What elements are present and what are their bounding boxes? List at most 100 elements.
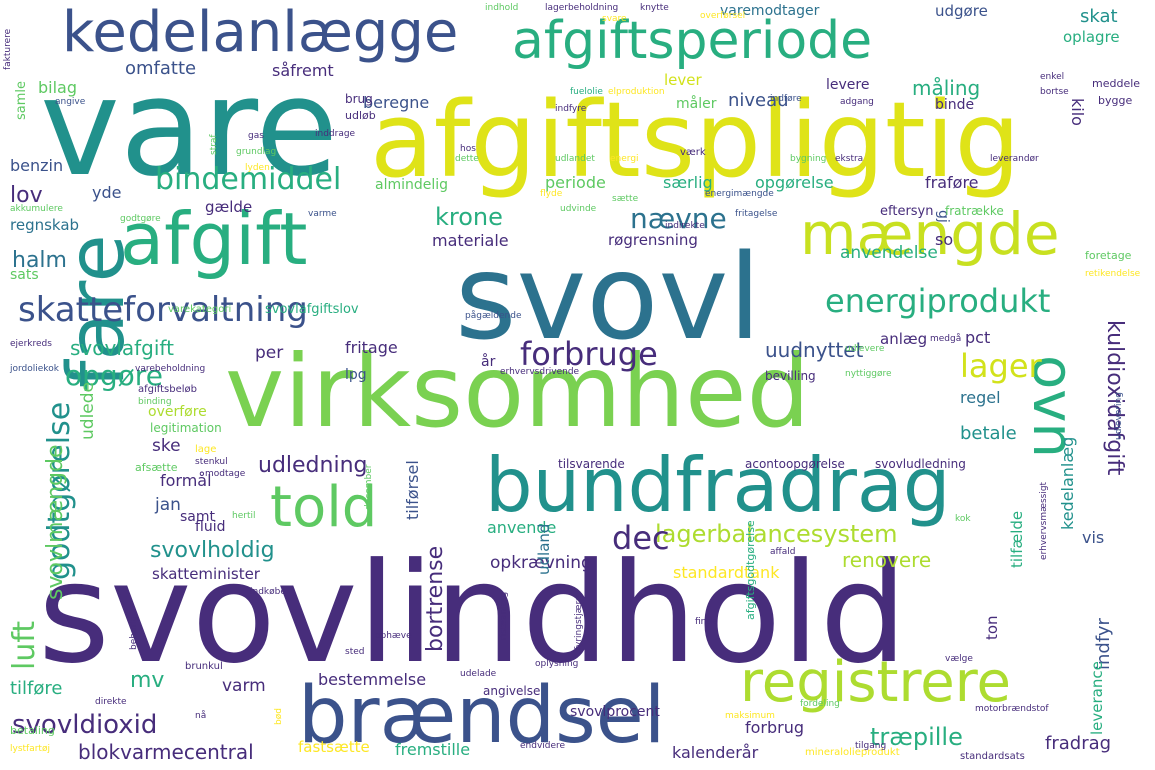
cloud-word: bortrense (423, 545, 448, 652)
cloud-word: fritagelse (735, 209, 778, 219)
cloud-word: udlandet (555, 154, 595, 164)
cloud-word: beregne (363, 93, 430, 112)
cloud-word: varemodtager (720, 3, 820, 19)
cloud-word: maksimum (725, 711, 775, 721)
cloud-word: ekstra (835, 154, 864, 164)
cloud-word: leverance (1088, 661, 1106, 735)
cloud-word: fyringstjære (574, 595, 584, 650)
cloud-word: fremstille (395, 740, 471, 759)
cloud-word: vis (1082, 528, 1105, 547)
cloud-word: adgang (840, 97, 874, 107)
cloud-word: samle (14, 80, 29, 120)
cloud-word: udgøre (935, 2, 988, 20)
cloud-word: svovlmængde (43, 444, 68, 600)
cloud-word: vare (40, 49, 339, 206)
cloud-word: direkte (95, 697, 127, 707)
cloud-word: udlevering (1114, 392, 1124, 440)
cloud-word: skat (1080, 6, 1118, 27)
cloud-word: tilgang (855, 741, 887, 751)
cloud-word: bød (274, 708, 284, 725)
cloud-word: fritage (345, 338, 398, 357)
cloud-word: eftersyn (880, 204, 934, 219)
cloud-word: modtage (205, 469, 246, 479)
cloud-word: nå (195, 711, 207, 721)
cloud-word: indfyre (555, 104, 587, 114)
cloud-word: brændsel (298, 671, 666, 761)
cloud-word: værk (680, 147, 706, 158)
cloud-word: mængde (800, 200, 1060, 268)
cloud-word: inddrage (315, 129, 356, 139)
cloud-word: mineralolieprodukt (805, 747, 900, 758)
cloud-word: godtgøre (120, 214, 161, 224)
cloud-word: afgiftsbeløb (138, 384, 197, 395)
cloud-word: nævne (630, 202, 727, 235)
cloud-word: leverandør (990, 154, 1039, 164)
cloud-word: oplysning (535, 659, 579, 669)
cloud-word: kalenderår (672, 743, 759, 762)
cloud-word: renovere (842, 548, 932, 572)
cloud-word: angivelse (483, 684, 541, 698)
cloud-word: kilo (1068, 98, 1087, 126)
cloud-word: niveau (728, 90, 789, 111)
cloud-word: erhvervsmæssigt (1039, 481, 1049, 560)
cloud-word: bestemmelse (318, 670, 427, 689)
cloud-word: opgøre (65, 359, 163, 392)
cloud-word: indirekte (665, 221, 705, 231)
cloud-word: dec (612, 519, 670, 557)
cloud-word: bortse (1040, 87, 1069, 97)
cloud-word: angive (55, 97, 86, 107)
cloud-word: betaling (10, 724, 55, 737)
cloud-word: gas (248, 131, 264, 141)
cloud-word: opgørelse (755, 173, 834, 192)
cloud-word: røgrensning (608, 231, 698, 249)
cloud-word: behørig (129, 615, 139, 650)
cloud-word: indføre (770, 94, 802, 104)
cloud-word: måling (912, 76, 981, 100)
cloud-word: sats (10, 267, 39, 283)
cloud-word: fraføre (925, 173, 979, 192)
cloud-word: opkrævning (490, 553, 592, 573)
cloud-word: told (270, 475, 378, 540)
cloud-word: regnskab (10, 216, 80, 234)
cloud-word: lagerbalancesystem (655, 520, 898, 548)
cloud-word: fastsætte (298, 738, 370, 756)
cloud-word: svovldioxid (12, 710, 158, 740)
cloud-word: energimængde (705, 189, 774, 199)
cloud-word: erhvervsdrivende (500, 367, 580, 377)
cloud-word: lager (960, 347, 1042, 385)
cloud-word: jan (155, 495, 181, 515)
cloud-word: indhold (485, 3, 519, 13)
cloud-word: lage (195, 444, 217, 455)
cloud-word: svovlindhold (38, 533, 908, 694)
cloud-word: materiale (432, 231, 509, 250)
cloud-word: uudnyttet (765, 338, 864, 362)
cloud-word: hertil (232, 511, 256, 521)
cloud-word: mv (130, 668, 165, 693)
cloud-word: bygge (1098, 94, 1133, 107)
cloud-word: varebeholdning (135, 364, 206, 374)
cloud-word: motorbrændstof (975, 704, 1049, 714)
cloud-word: svovludledning (875, 457, 966, 471)
cloud-word: ejerkreds (10, 339, 52, 349)
cloud-word: retikendelse (1085, 269, 1141, 279)
cloud-word: forbruge (520, 335, 658, 373)
cloud-word: december (364, 464, 374, 510)
cloud-word: formål (160, 471, 212, 490)
cloud-word: tilfælde (1008, 510, 1026, 568)
cloud-word: fratrække (945, 204, 1004, 218)
cloud-word: foretage (1085, 249, 1132, 262)
cloud-word: luft (7, 620, 42, 670)
cloud-word: tilsvarende (558, 457, 625, 471)
cloud-word: udland (535, 523, 553, 575)
cloud-word: nyttiggøre (845, 369, 892, 379)
cloud-word: flyde (540, 189, 563, 199)
cloud-word: endvidere (520, 741, 566, 751)
cloud-word: afgiftsgodtgørelse (744, 520, 757, 620)
cloud-word: ophæve (375, 631, 412, 641)
cloud-word: energi (610, 154, 639, 164)
cloud-word: medgå (930, 334, 962, 344)
cloud-word: svovlprocent (570, 704, 660, 720)
cloud-word: fuelolie (570, 87, 603, 97)
cloud-word: bevilling (765, 369, 816, 383)
cloud-word: yde (92, 183, 122, 202)
